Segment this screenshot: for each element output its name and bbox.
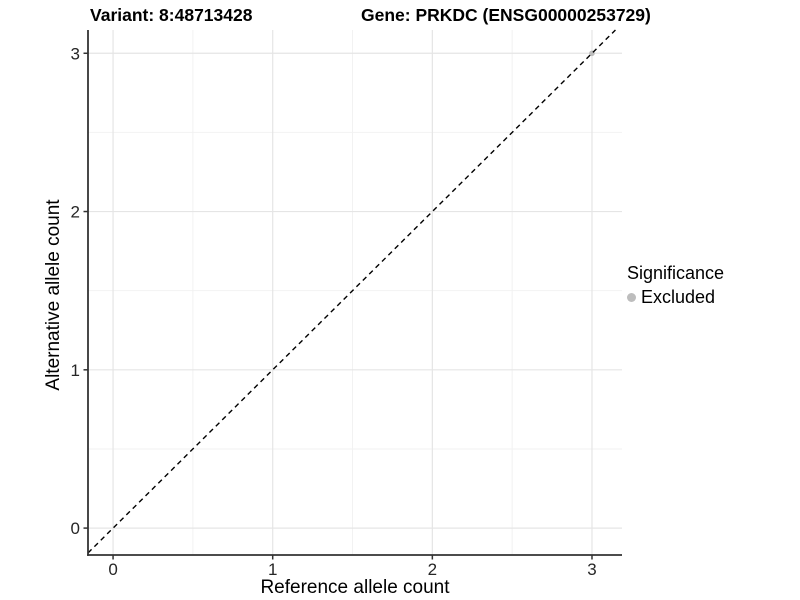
plot-title-variant: Variant: 8:48713428 — [90, 5, 253, 25]
legend: Significance Excluded — [627, 263, 724, 308]
legend-point-icon — [627, 293, 636, 302]
y-tick-label: 0 — [71, 519, 80, 538]
y-tick-label: 2 — [71, 203, 80, 222]
y-tick-label: 1 — [71, 361, 80, 380]
legend-item-excluded: Excluded — [627, 287, 724, 308]
legend-title: Significance — [627, 263, 725, 283]
x-tick-label: 1 — [268, 560, 277, 579]
x-axis-title: Reference allele count — [260, 577, 450, 598]
legend-item-label: Excluded — [641, 287, 716, 307]
y-axis-title: Alternative allele count — [43, 199, 64, 391]
x-tick-label: 0 — [108, 560, 117, 579]
identity-dashed-line — [87, 29, 616, 554]
y-tick-label: 3 — [71, 44, 80, 63]
x-tick-label: 3 — [587, 560, 596, 579]
x-tick-label: 2 — [428, 560, 437, 579]
plot-title-gene: Gene: PRKDC (ENSG00000253729) — [361, 5, 651, 25]
